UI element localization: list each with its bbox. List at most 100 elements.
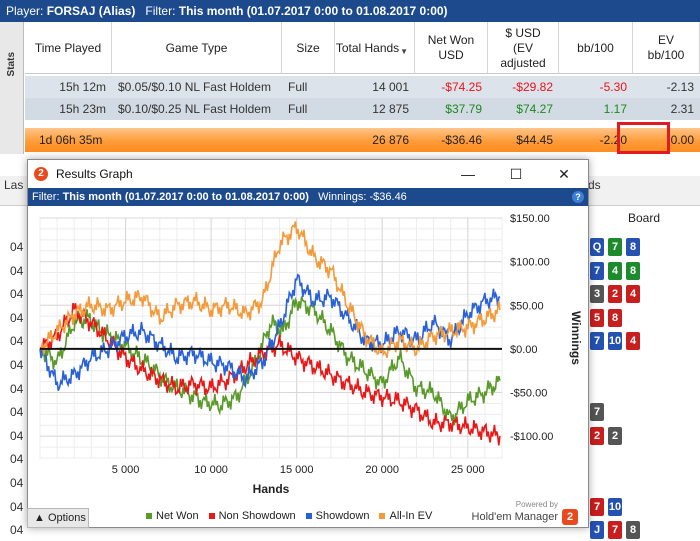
- board-card: 7: [590, 497, 604, 516]
- y-tick-label: $50.00: [510, 300, 544, 312]
- legend-item[interactable]: Showdown: [305, 510, 370, 522]
- background-tab[interactable]: ds: [588, 178, 601, 192]
- background-row-label: 04: [10, 452, 24, 467]
- background-tab[interactable]: Las: [4, 178, 24, 192]
- minimize-button[interactable]: —: [461, 166, 475, 182]
- board-card: 5: [590, 308, 604, 327]
- board-card: 2: [608, 426, 622, 445]
- y-tick-label: $0.00: [510, 344, 538, 356]
- y-axis-label: Winnings: [569, 311, 583, 365]
- col-size[interactable]: Size: [282, 22, 335, 74]
- legend-label: Showdown: [315, 510, 370, 522]
- close-button[interactable]: ✕: [558, 166, 570, 182]
- legend-swatch: [146, 513, 152, 519]
- board-card: 3: [590, 285, 604, 304]
- stats-tab-label: Stats: [6, 52, 17, 77]
- background-row-label: 04: [10, 240, 24, 254]
- graph-filter-value: This month (01.07.2017 0:00 to 01.08.201…: [62, 191, 309, 203]
- board-card: 7: [590, 403, 604, 422]
- background-row-label: 04: [10, 428, 24, 443]
- table-row[interactable]: 15h 23m $0.10/$0.25 NL Fast Holdem Full …: [25, 98, 700, 120]
- player-name: FORSAJ (Alias): [46, 4, 136, 18]
- board-card: 4: [608, 261, 622, 280]
- col-game-type[interactable]: Game Type: [112, 22, 282, 74]
- results-graph-window: 2 Results Graph — ☐ ✕ Filter: This month…: [27, 159, 589, 528]
- chart-legend: Net Won Non Showdown Showdown All-In EV: [146, 510, 432, 522]
- col-bb100[interactable]: bb/100: [559, 22, 633, 74]
- legend-swatch: [379, 513, 386, 519]
- powered-by: Powered by: [515, 500, 558, 509]
- player-label: Player:: [6, 4, 44, 18]
- x-tick-label: 15 000: [280, 464, 314, 476]
- background-row-label: 04: [10, 263, 24, 278]
- board-card: 8: [626, 521, 640, 540]
- col-time-played[interactable]: Time Played: [25, 22, 112, 74]
- background-row-label: 04: [10, 310, 24, 325]
- totals-row: 1d 06h 35m 26 876 -$36.46 $44.45 -2.20 0…: [25, 128, 700, 152]
- chart-svg: $150.00 $100.00 $50.00 $0.00 -$50.00 -$100.00…: [39, 213, 583, 496]
- col-ev-usd[interactable]: $ USD (EV adjusted: [488, 22, 559, 74]
- legend-item[interactable]: All-In EV: [379, 510, 432, 522]
- legend-swatch: [305, 513, 312, 519]
- filter-label: Filter:: [145, 4, 176, 18]
- background-row-label: 04: [10, 334, 24, 349]
- board-card: 7: [590, 332, 604, 351]
- background-row-label: 04: [10, 381, 24, 396]
- sort-down-icon: ▼: [400, 47, 408, 56]
- x-tick-label: 25 000: [451, 464, 485, 476]
- highlight-annotation: [617, 122, 670, 154]
- options-button[interactable]: ▲ Options: [27, 508, 89, 528]
- hm2-brand-icon: 2: [562, 509, 578, 525]
- board-card: 10: [608, 332, 622, 351]
- background-row-label: 04: [10, 405, 24, 420]
- legend-item[interactable]: Net Won: [146, 510, 199, 522]
- window-titlebar[interactable]: 2 Results Graph — ☐ ✕: [28, 160, 588, 188]
- x-axis-label: Hands: [253, 482, 290, 496]
- filter-bar: Player: FORSAJ (Alias) Filter: This mont…: [0, 0, 700, 22]
- x-tick-label: 10 000: [194, 464, 228, 476]
- board-card: 4: [626, 285, 640, 304]
- col-net-won[interactable]: Net Won USD: [415, 22, 488, 74]
- background-row-label: 04: [10, 476, 24, 490]
- y-tick-label: $150.00: [510, 213, 550, 225]
- x-tick-label: 20 000: [365, 464, 399, 476]
- stats-tab[interactable]: Stats: [0, 22, 24, 154]
- legend-swatch: [208, 513, 215, 519]
- table-header: Time Played Game Type Size Total Hands ▼ …: [25, 22, 700, 74]
- board-card: 7: [608, 521, 622, 540]
- col-total-hands[interactable]: Total Hands ▼: [335, 22, 415, 74]
- filter-value: This month (01.07.2017 0:00 to 01.08.201…: [178, 4, 448, 18]
- col-ev-bb100[interactable]: EV bb/100: [633, 22, 700, 74]
- board-card: 4: [626, 332, 640, 351]
- legend-label: Non Showdown: [218, 510, 296, 522]
- background-row-label: 04: [10, 523, 24, 538]
- table-row[interactable]: 15h 12m $0.05/$0.10 NL Fast Holdem Full …: [25, 76, 700, 98]
- graph-filter-bar: Filter: This month (01.07.2017 0:00 to 0…: [28, 188, 588, 206]
- board-card: 2: [608, 285, 622, 304]
- help-icon[interactable]: ?: [572, 191, 584, 203]
- brand-area: Powered by Hold'em Manager 2: [472, 500, 578, 525]
- maximize-button[interactable]: ☐: [509, 166, 523, 182]
- legend-label: Net Won: [156, 510, 199, 522]
- board-card: Q: [590, 238, 604, 256]
- hm2-logo-icon: 2: [34, 167, 48, 181]
- board-card: 8: [626, 238, 640, 256]
- x-tick-label: 5 000: [112, 464, 140, 476]
- board-card: 7: [590, 261, 604, 280]
- brand-name: Hold'em Manager: [471, 510, 558, 523]
- legend-item[interactable]: Non Showdown: [208, 510, 296, 522]
- board-card: 7: [608, 238, 622, 256]
- background-row-label: 04: [10, 287, 24, 302]
- y-tick-label: -$50.00: [510, 388, 547, 400]
- board-card: 2: [590, 426, 604, 445]
- window-title: Results Graph: [56, 167, 133, 181]
- board-card: 8: [626, 261, 640, 280]
- legend-label: All-In EV: [389, 510, 433, 522]
- y-tick-label: $100.00: [510, 257, 550, 269]
- y-tick-label: -$100.00: [510, 431, 553, 443]
- board-column-header: Board: [628, 211, 661, 225]
- winnings-total: Winnings: -$36.46: [318, 191, 407, 203]
- background-row-label: 04: [10, 499, 24, 514]
- results-chart: $150.00 $100.00 $50.00 $0.00 -$50.00 -$100.00…: [28, 206, 588, 528]
- board-card: J: [590, 521, 604, 540]
